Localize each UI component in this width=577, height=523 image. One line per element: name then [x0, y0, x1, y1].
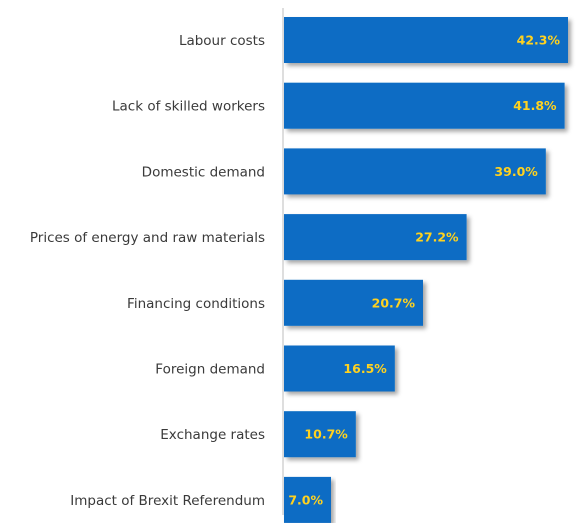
bar: [284, 345, 395, 392]
bar-value-label: 41.8%: [513, 98, 557, 113]
bar: [284, 214, 467, 261]
category-label: Prices of energy and raw materials: [30, 230, 265, 246]
category-label: Foreign demand: [155, 362, 265, 378]
bar: [284, 411, 356, 458]
bar: [284, 279, 423, 326]
bar: [284, 148, 546, 195]
bar-value-label: 7.0%: [288, 492, 323, 507]
category-label: Impact of Brexit Referendum: [70, 493, 265, 509]
bar-value-label: 10.7%: [304, 427, 348, 442]
bar: [284, 476, 331, 523]
bar-value-label: 42.3%: [517, 33, 561, 48]
bar: [284, 17, 568, 63]
bar-value-label: 27.2%: [415, 230, 459, 245]
category-label: Financing conditions: [127, 296, 265, 312]
category-label: Exchange rates: [160, 427, 265, 443]
category-label: Labour costs: [179, 33, 265, 49]
category-label: Lack of skilled workers: [112, 99, 265, 115]
bar-value-label: 39.0%: [494, 164, 538, 179]
bar: [284, 82, 565, 129]
bar-value-label: 20.7%: [372, 295, 416, 310]
category-label: Domestic demand: [142, 164, 265, 180]
bar-value-label: 16.5%: [343, 361, 387, 376]
